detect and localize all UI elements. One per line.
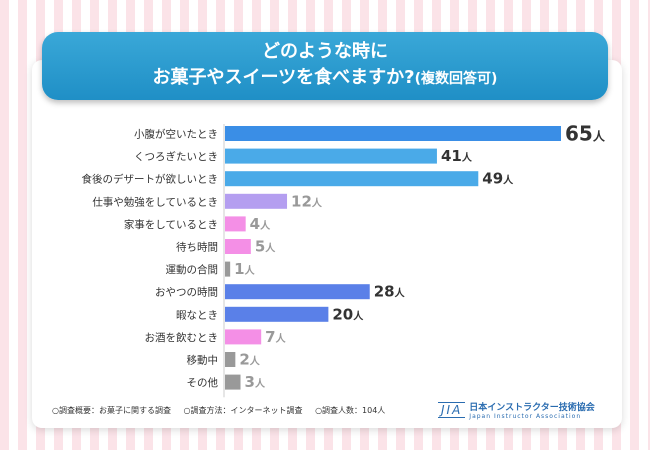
value-label: 2人 <box>239 351 260 369</box>
bar <box>225 374 241 390</box>
value-label: 12人 <box>291 192 323 210</box>
category-label: 仕事や勉強をしているとき <box>92 195 218 208</box>
bar <box>225 193 288 209</box>
footer: ○調査概要：お菓子に関する調査 ○調査方法：インターネット調査 ○調査人数：10… <box>52 405 395 416</box>
value-label: 4人 <box>250 215 271 233</box>
bar <box>225 284 370 300</box>
title-sub: (複数回答可) <box>414 71 498 87</box>
survey-method: ○調査方法：インターネット調査 <box>183 406 303 415</box>
title-main: お菓子やスイーツを食べますか? <box>152 67 415 88</box>
title-line2: お菓子やスイーツを食べますか?(複数回答可) <box>42 64 608 93</box>
category-label: 運動の合間 <box>166 263 219 276</box>
bar <box>225 239 251 254</box>
value-label: 28人 <box>374 283 406 301</box>
value-label: 3人 <box>245 373 266 391</box>
bar <box>225 126 561 141</box>
category-label: 待ち時間 <box>176 241 218 254</box>
category-label: 食後のデザートが欲しいとき <box>82 173 219 186</box>
title-banner: どのような時に お菓子やスイーツを食べますか?(複数回答可) <box>42 32 608 100</box>
category-label: おやつの時間 <box>155 287 218 299</box>
logo-name-jp: 日本インストラクター技術協会 <box>469 403 595 413</box>
logo-text: 日本インストラクター技術協会 Japan Instructor Associat… <box>469 400 594 420</box>
category-label: 移動中 <box>187 354 219 367</box>
value-label: 7人 <box>265 328 286 346</box>
logo-name-en: Japan Instructor Association <box>469 413 582 420</box>
chart-card <box>32 60 622 428</box>
bar <box>225 352 236 367</box>
bar <box>225 148 437 164</box>
value-label: 5人 <box>255 238 276 256</box>
category-label: くつろぎたいとき <box>134 150 218 163</box>
category-label: 暇なとき <box>176 309 218 321</box>
value-label: 1人 <box>234 260 255 278</box>
category-label: 家事をしているとき <box>124 218 218 231</box>
category-label: 小腹が空いたとき <box>134 128 218 141</box>
bar <box>225 329 262 345</box>
bar <box>225 216 246 232</box>
title-line1: どのような時に <box>262 41 388 62</box>
value-label: 20人 <box>332 305 364 323</box>
bar <box>225 171 479 187</box>
value-label: 65人 <box>565 122 606 146</box>
category-label: お酒を飲むとき <box>145 331 219 344</box>
category-label: その他 <box>187 376 219 389</box>
value-label: 41人 <box>441 147 473 165</box>
jia-logo: JIA 日本インストラクター技術協会 Japan Instructor Asso… <box>438 400 595 420</box>
bar <box>225 261 231 277</box>
logo-mark: JIA <box>438 402 466 418</box>
bar <box>225 306 329 322</box>
value-label: 49人 <box>482 170 514 188</box>
survey-count: ○調査人数：104人 <box>315 406 386 415</box>
survey-summary: ○調査概要：お菓子に関する調査 <box>52 406 171 415</box>
